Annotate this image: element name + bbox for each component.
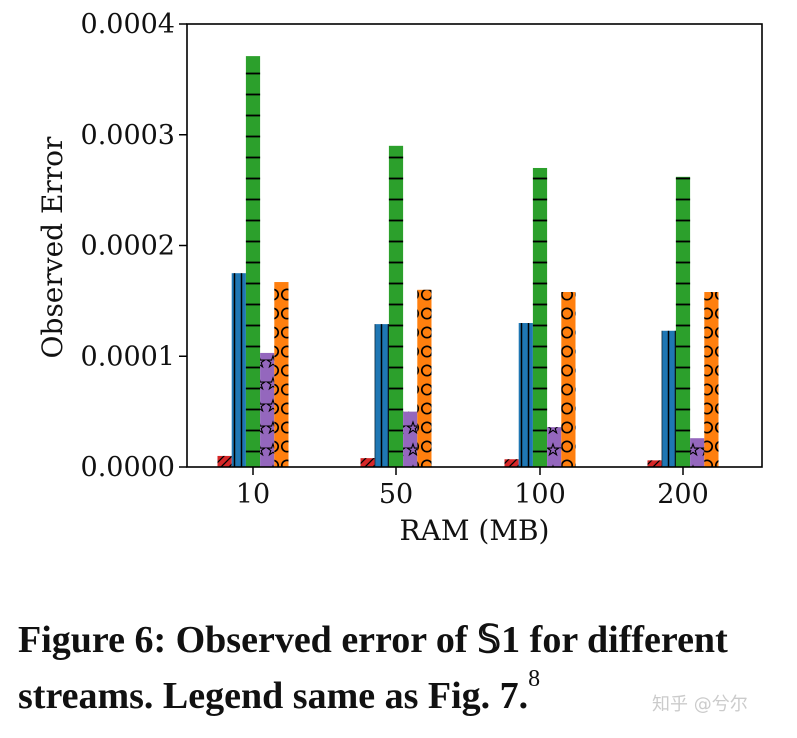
bars-group	[217, 56, 719, 468]
y-axis-ticks: 0.0000 0.0001 0.0002 0.0003 0.0004	[81, 9, 187, 483]
y-tick-label: 0.0001	[81, 341, 175, 372]
y-tick-label: 0.0003	[81, 120, 175, 151]
caption-text: Figure 6: Observed error of 𝕊1 for diffe…	[18, 619, 728, 717]
bar-hatch-orange-200	[704, 292, 719, 467]
bar-hatch-red-10	[217, 455, 232, 467]
bar-hatch-orange-100	[561, 292, 576, 467]
bar-hatch-blue-200	[661, 330, 676, 467]
x-tick-label: 10	[236, 479, 270, 510]
bar-hatch-blue-10	[231, 273, 246, 467]
x-axis-ticks: 10 50 100 200	[236, 467, 709, 510]
bar-chart: 0.0000 0.0001 0.0002 0.0003 0.0004 10 50 100 20…	[36, 9, 763, 547]
bar-hatch-green-10	[245, 56, 261, 468]
bar-hatch-purple-100	[547, 427, 562, 467]
y-tick-label: 0.0002	[81, 231, 175, 262]
y-axis-label: Observed Error	[36, 136, 69, 358]
figure-caption: Figure 6: Observed error of 𝕊1 for diffe…	[18, 612, 788, 724]
x-axis-label: RAM (MB)	[400, 514, 550, 547]
bar-hatch-orange-50	[417, 289, 432, 467]
y-tick-label: 0.0004	[81, 9, 175, 40]
caption-footnote: 8	[528, 666, 541, 692]
bar-hatch-purple-10	[260, 352, 275, 467]
bar-hatch-red-200	[647, 460, 662, 467]
x-tick-label: 50	[379, 479, 413, 510]
x-tick-label: 100	[514, 479, 566, 510]
y-tick-label: 0.0000	[81, 452, 175, 483]
bar-hatch-purple-200	[690, 438, 705, 467]
bar-hatch-green-100	[532, 167, 548, 467]
x-tick-label: 200	[657, 479, 709, 510]
bar-hatch-orange-10	[274, 282, 289, 467]
bar-hatch-red-100	[504, 459, 519, 467]
bar-hatch-purple-50	[403, 411, 418, 467]
bar-hatch-red-50	[360, 458, 375, 467]
bar-hatch-blue-50	[374, 324, 389, 467]
watermark: 知乎 @兮尔	[652, 694, 748, 715]
bar-hatch-green-200	[675, 176, 691, 467]
bar-hatch-green-50	[388, 145, 404, 467]
bar-hatch-blue-100	[518, 323, 533, 467]
plot-frame	[186, 23, 763, 468]
